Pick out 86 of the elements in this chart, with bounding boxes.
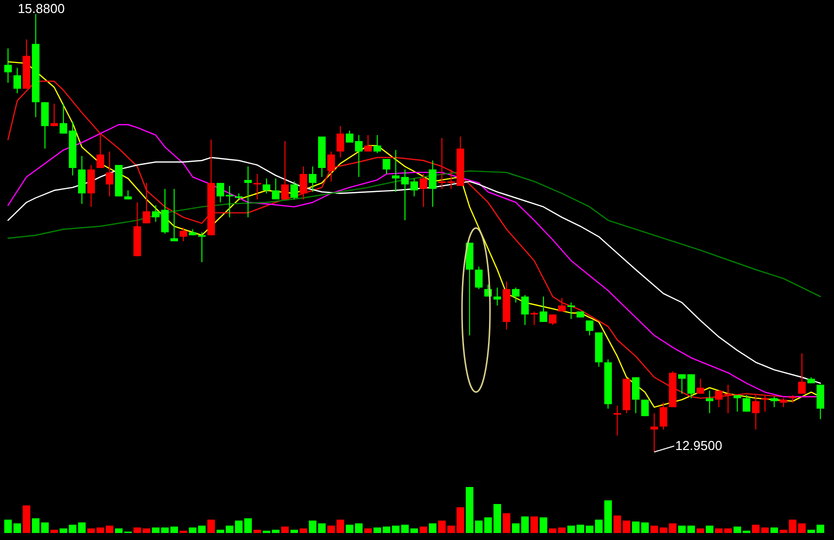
candlestick bbox=[78, 156, 86, 204]
candlestick bbox=[558, 298, 566, 312]
candlestick bbox=[13, 67, 22, 94]
candlestick bbox=[87, 164, 95, 208]
bar bbox=[50, 530, 58, 533]
candlestick bbox=[382, 158, 390, 174]
candlestick bbox=[106, 151, 114, 197]
candlestick bbox=[281, 140, 289, 200]
bar bbox=[678, 526, 686, 533]
candlestick bbox=[226, 185, 234, 218]
candlestick bbox=[180, 227, 188, 242]
bar bbox=[438, 520, 446, 533]
candlestick bbox=[198, 232, 206, 263]
candlestick bbox=[761, 394, 769, 412]
bar bbox=[253, 530, 262, 533]
candlestick bbox=[290, 180, 298, 200]
candlestick bbox=[715, 390, 723, 408]
bar bbox=[502, 513, 510, 533]
bar bbox=[290, 530, 298, 533]
candlestick bbox=[734, 394, 742, 412]
bar bbox=[530, 516, 538, 533]
candlestick bbox=[586, 320, 594, 336]
candlestick bbox=[244, 166, 252, 218]
candlestick bbox=[540, 296, 548, 322]
bar bbox=[668, 523, 676, 533]
candlestick bbox=[4, 48, 12, 84]
bar bbox=[724, 528, 732, 533]
candlestick bbox=[798, 352, 806, 394]
candlestick bbox=[41, 102, 49, 150]
candlestick bbox=[373, 134, 382, 154]
candlestick bbox=[742, 394, 750, 412]
candlestick bbox=[216, 182, 224, 203]
candlestick bbox=[142, 182, 150, 224]
candlestick bbox=[262, 178, 270, 194]
bar bbox=[364, 528, 372, 533]
candlestick bbox=[170, 188, 178, 242]
candlestick bbox=[724, 384, 732, 414]
candlestick bbox=[420, 173, 428, 208]
bar bbox=[696, 528, 704, 533]
candlestick bbox=[678, 374, 686, 394]
bar bbox=[706, 526, 714, 533]
candlestick bbox=[308, 166, 316, 192]
candlestick bbox=[428, 160, 436, 208]
bar bbox=[207, 520, 215, 533]
bar bbox=[715, 528, 723, 533]
bar bbox=[106, 526, 114, 533]
candlestick bbox=[752, 394, 760, 430]
candlestick bbox=[706, 390, 714, 414]
candlestick bbox=[493, 287, 502, 306]
bar bbox=[60, 528, 68, 533]
candlestick bbox=[521, 294, 529, 326]
candlestick bbox=[364, 134, 372, 152]
bar bbox=[428, 523, 436, 533]
candlestick bbox=[816, 384, 824, 420]
candlestick bbox=[272, 178, 280, 200]
bar bbox=[540, 517, 548, 533]
candlestick bbox=[475, 266, 483, 290]
candlestick bbox=[438, 138, 446, 190]
candlestick bbox=[253, 173, 262, 200]
candlestick bbox=[567, 302, 575, 320]
candlestick bbox=[613, 405, 622, 436]
candlestick bbox=[641, 399, 649, 417]
candlestick bbox=[660, 402, 668, 430]
bar bbox=[22, 505, 30, 533]
candlestick bbox=[512, 287, 520, 304]
bar bbox=[300, 528, 308, 533]
candlestick bbox=[60, 103, 68, 134]
bar bbox=[420, 526, 428, 533]
candlestick bbox=[696, 378, 704, 394]
candlestick bbox=[650, 412, 658, 452]
candlestick bbox=[327, 151, 335, 182]
candlestick bbox=[770, 396, 778, 408]
bar bbox=[770, 527, 778, 533]
candlestick bbox=[300, 166, 308, 200]
bar bbox=[281, 526, 289, 533]
candlestick bbox=[530, 310, 538, 326]
annotation: 15.8800 bbox=[18, 1, 65, 16]
annotation: 12.9500 bbox=[675, 438, 722, 453]
candlestick bbox=[687, 374, 695, 399]
candlestick bbox=[96, 133, 104, 168]
candlestick bbox=[632, 376, 640, 414]
bar bbox=[687, 526, 695, 533]
candlestick bbox=[50, 103, 58, 127]
bar bbox=[216, 530, 224, 533]
bar bbox=[604, 500, 612, 533]
candlestick bbox=[336, 126, 344, 158]
